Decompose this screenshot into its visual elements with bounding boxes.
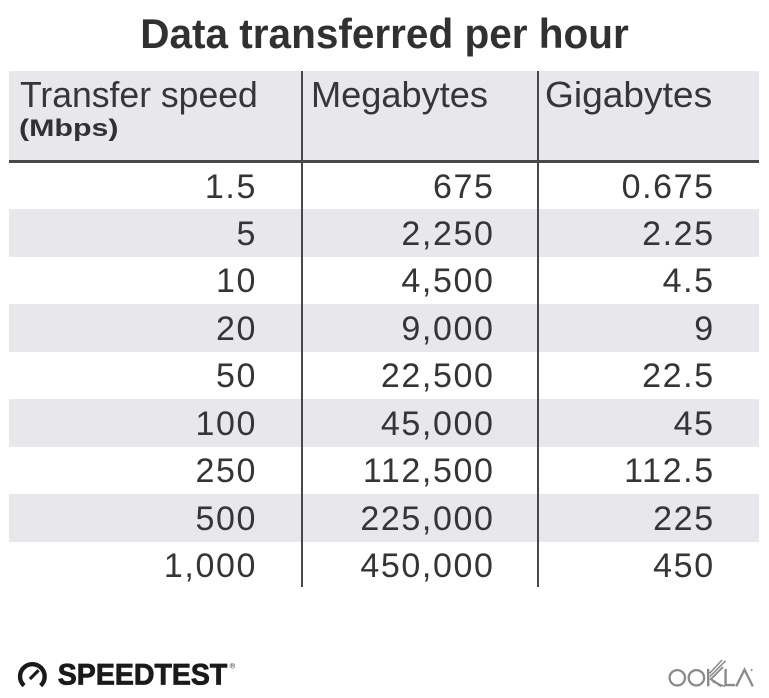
svg-text:®: ® <box>230 661 236 670</box>
svg-text:SPEEDTEST: SPEEDTEST <box>58 659 228 692</box>
